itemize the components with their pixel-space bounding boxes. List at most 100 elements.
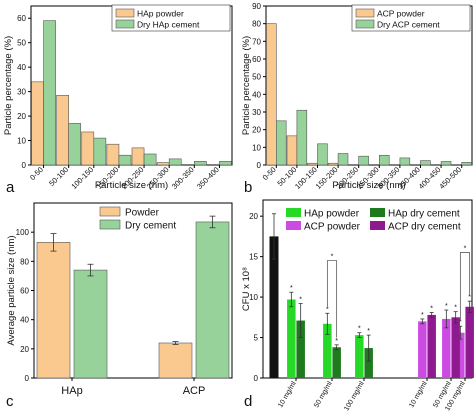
bar-powder — [106, 143, 120, 166]
bar-hap-dry-cement — [296, 320, 305, 378]
x-tick-label: 100 mg/ml — [343, 380, 366, 412]
significance-marker: * — [335, 338, 338, 345]
y-tick-label: 20 — [20, 345, 29, 354]
bar-powder — [36, 242, 71, 379]
bar-cement — [317, 143, 328, 166]
y-tick-label: 40 — [252, 90, 261, 99]
x-tick-label: 0-50 — [261, 165, 278, 182]
bar-hap-dry-cement — [364, 348, 373, 378]
bar-cement — [399, 157, 411, 166]
bar-cement — [194, 161, 207, 166]
significance-marker: * — [421, 312, 424, 319]
significance-marker: * — [326, 306, 329, 313]
x-tick-label: HAp — [61, 385, 82, 397]
legend-label: Dry cement — [125, 221, 176, 232]
y-tick-label: 10 — [249, 293, 258, 302]
y-tick-label: 0 — [257, 161, 262, 170]
legend-swatch — [99, 219, 121, 230]
x-tick-label: 10 mg/ml — [277, 380, 298, 409]
legend-swatch — [370, 208, 385, 217]
x-tick-label: ACP — [183, 385, 206, 397]
significance-marker: * — [367, 328, 370, 335]
bar-acp-dry-cement — [427, 314, 436, 378]
y-tick-label: 20 — [249, 212, 258, 221]
significance-marker: * — [331, 254, 334, 261]
y-tick-label: 50 — [17, 39, 26, 48]
legend-label: Dry ACP cement — [377, 20, 440, 30]
legend-label: HAp powder — [137, 9, 184, 19]
bar-cement — [168, 158, 182, 166]
legend-label: Powder — [125, 208, 160, 219]
y-tick-label: 0 — [254, 374, 259, 383]
bar-powder — [327, 162, 339, 166]
y-tick-label: 30 — [17, 88, 26, 97]
comparison-bracket — [326, 260, 338, 338]
bar-cement — [93, 137, 107, 166]
y-tick-label: 60 — [20, 287, 29, 296]
y-tick-label: 50 — [252, 73, 261, 82]
significance-marker: * — [290, 285, 293, 292]
y-tick-label: 30 — [252, 108, 261, 117]
y-tick-label: 100 — [16, 228, 30, 237]
legend-label: ACP powder — [377, 9, 425, 19]
significance-marker: * — [445, 303, 448, 310]
legend-label: HAp dry cement — [388, 209, 460, 220]
x-tick-label: 10 mg/ml — [408, 380, 429, 409]
y-tick-label: 20 — [17, 112, 26, 121]
y-axis-label: CFU x 10⁸ — [241, 267, 252, 311]
x-tick-label: 50 mg/ml — [313, 380, 334, 409]
y-tick-label: 40 — [17, 63, 26, 72]
x-tick-label: 300-350 — [170, 165, 196, 191]
bar-hap-dry-cement — [332, 347, 341, 378]
y-tick-label: 0 — [25, 374, 30, 383]
legend-swatch — [355, 8, 375, 18]
panel-b: 0 10 20 30 40 50 60 70 80 90 Particle percentage (… — [241, 2, 473, 191]
bar-powder — [31, 81, 44, 166]
bar-cement — [378, 154, 390, 166]
bar-cement — [358, 155, 369, 166]
x-axis-label: Particle size (nm) — [95, 180, 168, 191]
y-tick-label: 80 — [20, 257, 29, 266]
bar-cement — [73, 269, 108, 379]
y-tick-label: 70 — [252, 37, 261, 46]
y-tick-label: 60 — [17, 14, 26, 23]
y-tick-label: 20 — [252, 126, 261, 135]
y-tick-label: 5 — [254, 334, 259, 343]
x-tick-label: 50-100 — [47, 165, 70, 188]
significance-marker: * — [464, 246, 467, 253]
bar-cement — [440, 161, 452, 166]
y-tick-label: 15 — [249, 253, 258, 262]
bar-acp-powder — [442, 318, 451, 378]
y-axis-label: Average particle size (nm) — [6, 235, 17, 345]
legend-label: ACP dry cement — [388, 222, 461, 233]
bar-cement — [143, 153, 157, 166]
bar-cement — [118, 154, 132, 166]
bar-acp-dry-cement — [465, 306, 474, 378]
y-tick-label: 0 — [22, 161, 27, 170]
legend-label: ACP powder — [304, 222, 361, 233]
y-axis-label: Particle percentage (%) — [3, 36, 14, 135]
bar-acp-powder — [456, 332, 465, 378]
bar-powder — [158, 342, 193, 379]
bar-cement — [337, 153, 349, 166]
bar-acp-dry-cement — [451, 317, 460, 378]
x-tick-label: 0-50 — [28, 165, 45, 182]
bar-control — [269, 236, 279, 378]
bar-hap-powder — [287, 299, 296, 378]
legend-swatch — [286, 208, 301, 217]
legend-swatch — [286, 221, 301, 230]
panel-letter-c: c — [6, 393, 14, 410]
significance-marker: * — [459, 319, 462, 326]
significance-marker: * — [430, 305, 433, 312]
panel-letter-a: a — [6, 179, 15, 196]
x-tick-label: 350-400 — [195, 165, 221, 191]
bar-cement — [461, 162, 472, 166]
panel-a: 0 10 20 30 40 50 60 Particle percentage (%) 0-50… — [3, 4, 233, 191]
bar-cement — [275, 120, 287, 166]
bar-hap-powder — [323, 323, 332, 378]
legend-swatch — [99, 206, 121, 217]
bar-powder — [307, 162, 318, 166]
comparison-bracket — [459, 252, 471, 320]
